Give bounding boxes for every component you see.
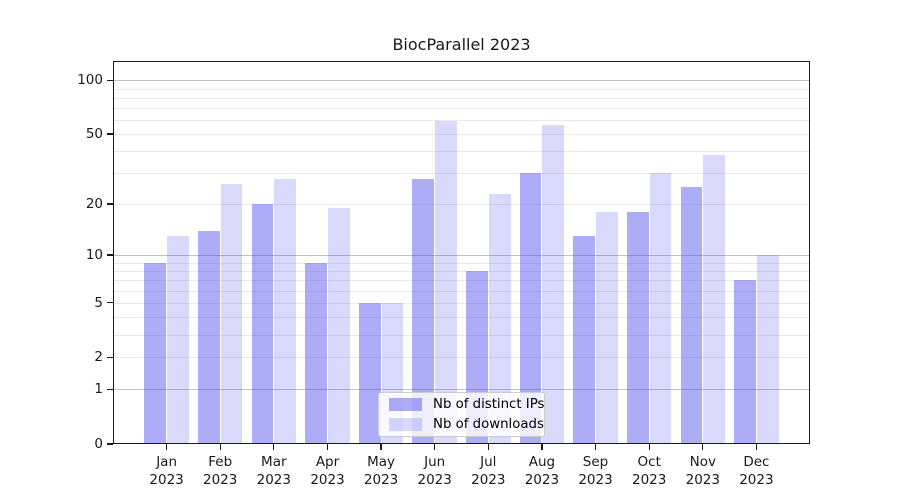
y-tick-mark (107, 302, 113, 304)
legend-swatch-downloads (389, 417, 422, 431)
legend-entry-downloads: Nb of downloads (389, 417, 544, 433)
x-tick-mark (755, 444, 758, 450)
bar-downloads (596, 211, 618, 444)
x-tick-mark (487, 444, 489, 450)
minor-gridline (113, 151, 810, 153)
minor-gridline (113, 108, 810, 110)
bar-distinct-ips (412, 178, 435, 444)
x-tick-mark (434, 444, 436, 450)
x-tick-label: Sep 2023 (578, 454, 613, 488)
bar-distinct-ips (734, 280, 756, 444)
x-tick-mark (165, 444, 168, 450)
x-tick-label: Dec 2023 (739, 454, 774, 488)
bar-distinct-ips (573, 236, 595, 444)
bar-downloads (542, 125, 565, 444)
major-gridline (113, 80, 810, 82)
chart-title: BiocParallel 2023 (392, 35, 531, 54)
x-tick-mark (594, 444, 597, 450)
minor-gridline (113, 134, 810, 136)
legend-label-distinct-ips: Nb of distinct IPs (433, 397, 545, 413)
minor-gridline (113, 97, 810, 99)
x-tick-label: Jun 2023 (417, 454, 452, 488)
bar-downloads (435, 121, 457, 444)
bar-distinct-ips (626, 211, 649, 444)
y-tick-mark (107, 443, 113, 445)
legend-swatch-distinct-ips (389, 398, 422, 412)
x-tick-label: Nov 2023 (685, 454, 720, 488)
bar-downloads (703, 155, 726, 444)
legend: Nb of distinct IPs Nb of downloads (378, 392, 545, 437)
x-tick-label: Apr 2023 (310, 454, 345, 488)
bar-downloads (328, 207, 350, 444)
bar-downloads (274, 178, 297, 444)
x-tick-label: Aug 2023 (524, 454, 560, 488)
minor-gridline (113, 173, 810, 175)
bar-distinct-ips (251, 204, 274, 444)
x-tick-label: Oct 2023 (632, 454, 667, 488)
x-tick-label: Feb 2023 (203, 454, 238, 488)
y-tick-label: 0 (94, 436, 103, 452)
minor-gridline (113, 120, 810, 121)
x-tick-label: Jan 2023 (149, 454, 184, 488)
x-tick-label: Jul 2023 (471, 454, 506, 488)
y-tick-label: 1 (94, 381, 103, 398)
bar-downloads (756, 255, 779, 444)
y-tick-label: 2 (94, 349, 103, 366)
bar-downloads (167, 236, 189, 444)
y-tick-label: 50 (85, 126, 103, 143)
minor-gridline (113, 317, 810, 319)
y-tick-label: 20 (85, 196, 103, 213)
minor-gridline (113, 302, 810, 304)
y-tick-mark (107, 254, 113, 256)
bar-distinct-ips (144, 262, 167, 444)
y-tick-mark (107, 79, 113, 81)
x-tick-mark (702, 444, 704, 450)
minor-gridline (113, 88, 810, 90)
x-tick-mark (273, 444, 275, 450)
bar-distinct-ips (197, 230, 220, 444)
minor-gridline (113, 204, 810, 206)
x-tick-mark (326, 444, 329, 450)
bar-downloads (488, 193, 511, 444)
major-gridline (113, 389, 810, 391)
y-tick-label: 10 (85, 247, 103, 263)
x-tick-label: Mar 2023 (256, 454, 291, 488)
y-tick-mark (107, 203, 113, 205)
y-tick-label: 100 (77, 72, 103, 89)
bar-downloads (649, 173, 672, 444)
bar-distinct-ips (305, 262, 327, 444)
minor-gridline (113, 262, 810, 264)
legend-label-downloads: Nb of downloads (433, 416, 544, 432)
bar-distinct-ips (519, 173, 542, 444)
minor-gridline (113, 357, 810, 359)
x-tick-mark (219, 444, 221, 450)
x-tick-label: May 2023 (363, 454, 399, 488)
minor-gridline (113, 334, 810, 336)
major-gridline (113, 255, 810, 256)
legend-entry-distinct-ips: Nb of distinct IPs (389, 397, 544, 413)
minor-gridline (113, 290, 810, 292)
bar-downloads (220, 184, 243, 444)
minor-gridline (113, 270, 810, 272)
minor-gridline (113, 280, 810, 282)
y-tick-mark (107, 133, 113, 135)
x-tick-mark (380, 444, 382, 450)
y-tick-mark (107, 356, 113, 359)
bar-distinct-ips (358, 302, 381, 444)
y-tick-mark (107, 388, 113, 391)
x-tick-mark (648, 444, 650, 450)
y-tick-label: 5 (94, 294, 103, 311)
bar-distinct-ips (680, 187, 703, 444)
x-tick-mark (541, 444, 543, 450)
